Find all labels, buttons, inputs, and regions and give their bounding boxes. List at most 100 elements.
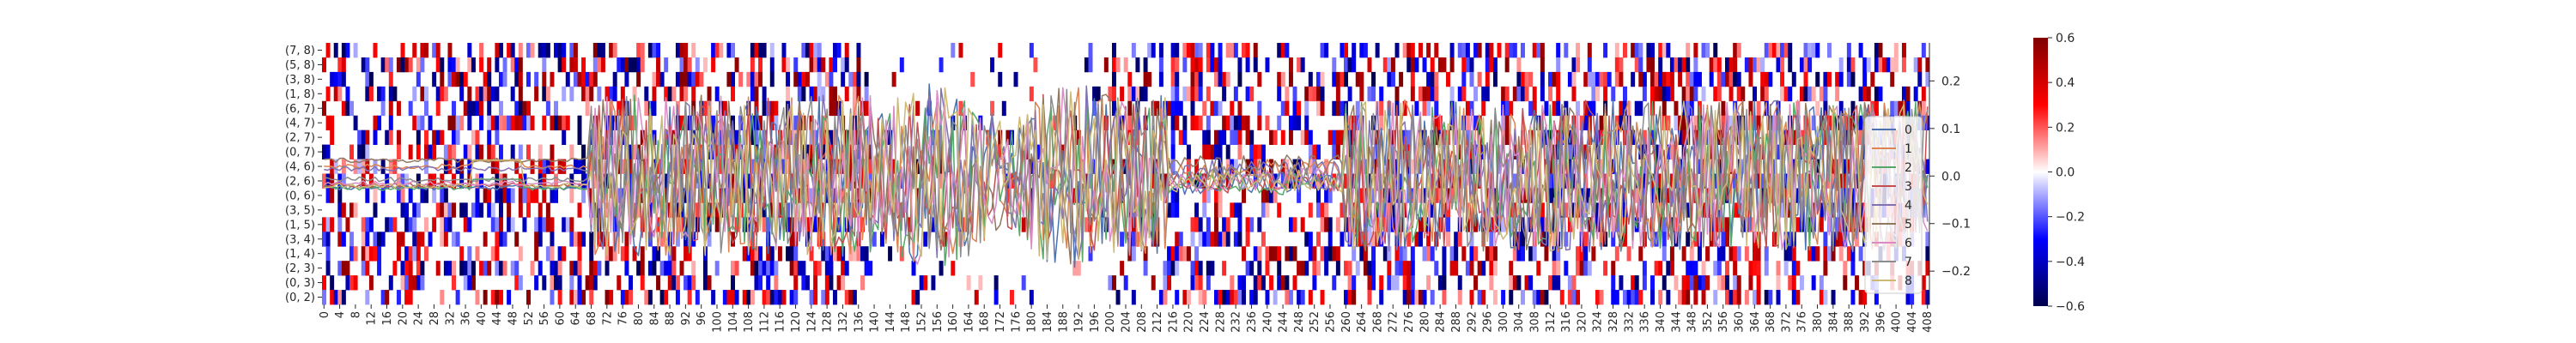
heatmap-cell [656,71,661,87]
heatmap-cell [1733,261,1738,276]
heatmap-cell [1686,232,1691,247]
heatmap-cell [1332,246,1337,262]
heatmap-cell [330,290,335,305]
heatmap-cell [1874,86,1879,102]
heatmap-cell [1202,202,1207,218]
heatmap-cell [801,261,806,276]
x-tick-label: 156 [932,311,945,333]
heatmap-cell [1783,261,1789,276]
heatmap-cell [514,57,519,73]
heatmap-cell [1780,71,1785,87]
heatmap-cell [1492,290,1498,305]
heatmap-cell [1638,246,1643,262]
heatmap-cell [1257,115,1262,131]
heatmap-cell [447,159,453,174]
heatmap-cell [1905,100,1911,117]
heatmap-cell [852,246,857,262]
heatmap-cell [1477,43,1482,58]
heatmap-cell [1335,144,1340,159]
heatmap-cell [1186,86,1191,102]
heatmap-cell [998,71,1003,87]
x-tick-label: 212 [1151,311,1164,333]
heatmap-cell [1693,57,1698,73]
heatmap-cell [1811,115,1816,131]
heatmap-cell [1874,290,1879,305]
heatmap-cell [805,217,810,232]
heatmap-cell [1713,57,1718,73]
heatmap-cell [424,144,428,159]
x-tick-label: 32 [444,311,457,326]
heatmap-cell [1426,275,1431,291]
heatmap-cell [1202,100,1207,117]
heatmap-cell [408,261,413,276]
heatmap-cell [1210,57,1215,73]
heatmap-cell [1315,232,1321,247]
heatmap-cell [758,246,763,262]
heatmap-cell [1509,261,1514,276]
heatmap-cell [1414,100,1419,117]
heatmap-cell [939,261,944,276]
heatmap-cell [416,202,421,218]
heatmap-cell [1210,232,1215,247]
heatmap-cell [1681,115,1686,131]
heatmap-cell [1371,129,1376,146]
heatmap-cell [545,100,550,117]
heatmap-cell [711,115,716,131]
heatmap-cell [1855,173,1860,189]
heatmap-cell [1151,173,1156,189]
heatmap-cell [1233,202,1238,218]
heatmap-cell [1131,290,1136,305]
heatmap-cell [1037,144,1042,159]
heatmap-cell [1509,100,1514,117]
heatmap-cell [1689,86,1694,102]
heatmap-cell [573,261,578,276]
heatmap-cell [1111,71,1116,87]
heatmap-cell [353,275,358,291]
heatmap-cell [1669,217,1674,232]
heatmap-cell [809,246,814,262]
heatmap-cell [659,202,665,218]
heatmap-cell [652,100,657,117]
heatmap-cell [1315,86,1321,102]
heatmap-cell [786,71,791,87]
heatmap-cell [1430,246,1435,262]
heatmap-cell [1638,43,1643,58]
x-tick-label: 232 [1230,311,1243,333]
heatmap-cell [545,246,550,262]
heatmap-cell [490,159,495,174]
x-tick-label: 96 [696,311,708,326]
heatmap-cell [758,43,763,58]
heatmap-cell [1705,275,1710,291]
heatmap-cell [1835,71,1840,87]
heatmap-cell [833,100,837,117]
heatmap-cell [702,100,708,117]
heatmap-cell [463,71,468,87]
heatmap-cell [719,43,724,58]
heatmap-cell [1815,246,1820,262]
heatmap-cell [1285,275,1290,291]
heatmap-cell [1921,86,1926,102]
heatmap-cell [1167,246,1172,262]
heatmap-cell [447,217,453,232]
x-tick-label: 176 [1010,311,1023,333]
heatmap-cell [341,232,346,247]
heatmap-cell [891,159,896,174]
heatmap-cell [463,261,468,276]
heatmap-cell [1230,159,1235,174]
heatmap-cell [1182,43,1188,58]
heatmap-cell [1893,100,1899,117]
heatmap-cell [629,57,633,73]
heatmap-cell [518,275,523,291]
heatmap-cell [864,261,869,276]
heatmap-cell [447,144,453,159]
heatmap-cell [1583,115,1589,131]
heatmap-cell [734,261,739,276]
heatmap-cell [1222,129,1227,146]
heatmap-cell [624,261,629,276]
heatmap-cell [1626,290,1631,305]
heatmap-cell [1257,275,1262,291]
heatmap-cell [1669,261,1674,276]
series-line-3 [323,93,1929,254]
heatmap-cell [1658,173,1663,189]
heatmap-cell [1292,275,1297,291]
